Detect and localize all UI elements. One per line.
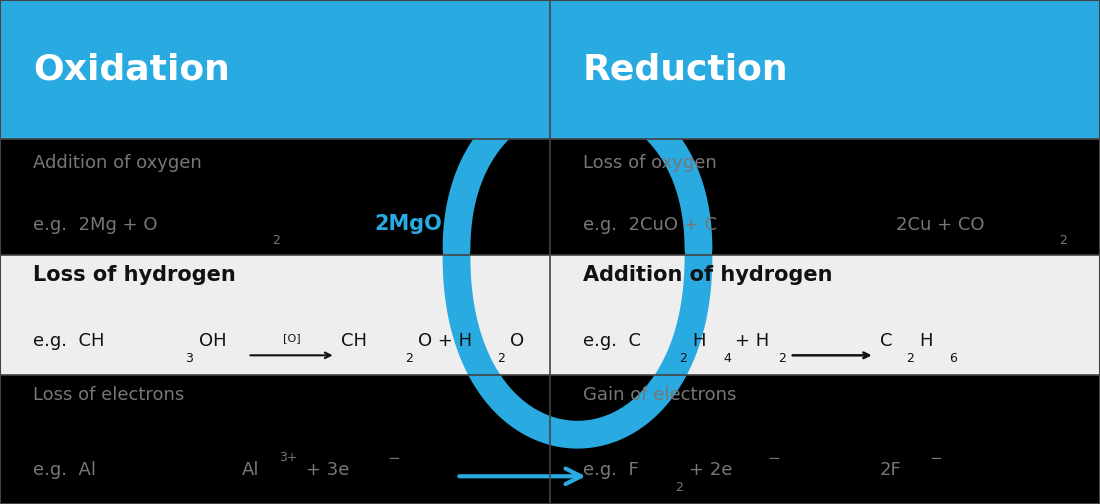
Text: Oxidation: Oxidation [33,52,230,86]
Text: 2: 2 [405,352,412,365]
Text: Addition of oxygen: Addition of oxygen [33,154,201,172]
Text: 2: 2 [272,234,279,247]
Text: e.g.  2Mg + O: e.g. 2Mg + O [33,216,157,234]
Text: Loss of oxygen: Loss of oxygen [583,154,717,172]
Text: 2: 2 [906,352,914,365]
Text: 2: 2 [1059,234,1067,247]
Text: Al: Al [242,461,260,479]
Text: OH: OH [199,332,227,350]
Text: −: − [768,451,781,466]
Text: O: O [510,332,525,350]
Text: H: H [692,332,705,350]
Text: 2Cu + CO: 2Cu + CO [896,216,984,234]
Bar [0,255,1100,375]
Text: −: − [930,451,943,466]
Text: 4: 4 [724,352,732,365]
Text: e.g.  CH: e.g. CH [33,332,104,350]
Text: C: C [880,332,892,350]
Text: Gain of electrons: Gain of electrons [583,386,736,404]
Text: 2MgO: 2MgO [374,214,442,234]
Text: 2: 2 [778,352,785,365]
Text: + 2e: + 2e [689,461,732,479]
Text: e.g.  Al: e.g. Al [33,461,96,479]
Bar [0,139,1100,255]
Text: + H: + H [735,332,769,350]
Text: Loss of hydrogen: Loss of hydrogen [33,265,235,285]
Text: + 3e: + 3e [306,461,349,479]
Text: −: − [387,451,400,466]
Text: e.g.  2CuO + C: e.g. 2CuO + C [583,216,717,234]
Text: Addition of hydrogen: Addition of hydrogen [583,265,833,285]
Text: 6: 6 [949,352,957,365]
Text: Reduction: Reduction [583,52,789,86]
Text: Loss of electrons: Loss of electrons [33,386,185,404]
Text: CH: CH [341,332,367,350]
Text: e.g.  C: e.g. C [583,332,641,350]
Text: e.g.  F: e.g. F [583,461,639,479]
Bar [0,0,1100,139]
Text: 3: 3 [185,352,192,365]
Text: 3+: 3+ [279,451,298,464]
Text: 2: 2 [675,481,683,494]
Text: H: H [920,332,933,350]
Text: O + H: O + H [418,332,472,350]
Text: 2F: 2F [880,461,902,479]
Text: 2: 2 [497,352,505,365]
Text: 2: 2 [679,352,686,365]
Bar [0,375,1100,504]
Text: [O]: [O] [283,333,300,343]
